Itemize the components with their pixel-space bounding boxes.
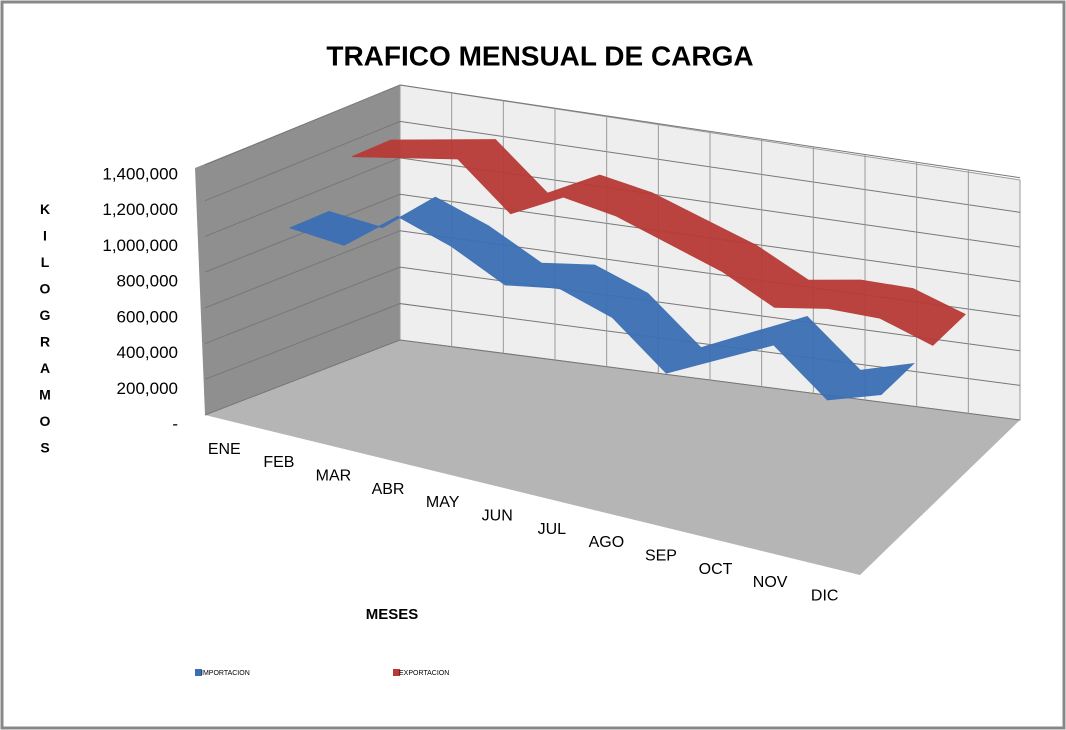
y-tick-label: - <box>172 414 178 433</box>
x-tick-label: AGO <box>589 534 625 551</box>
floor <box>205 340 1020 575</box>
y-tick-label: 600,000 <box>117 307 178 326</box>
legend-label: EXPORTACION <box>399 670 449 677</box>
y-tick-label: 1,400,000 <box>102 164 178 183</box>
x-tick-label: MAY <box>426 494 460 511</box>
y-tick-label: 400,000 <box>117 343 178 362</box>
x-tick-label: JUN <box>482 508 513 525</box>
x-tick-label: SEP <box>645 548 677 565</box>
x-tick-label: NOV <box>753 574 788 591</box>
y-tick-label: 1,000,000 <box>102 236 178 255</box>
x-tick-label: MAR <box>316 468 352 485</box>
legend-swatch <box>393 669 400 676</box>
x-tick-label: FEB <box>263 454 294 471</box>
legend-swatch <box>195 669 202 676</box>
legend: IMPORTACION EXPORTACION <box>195 669 449 677</box>
chart-title: TRAFICO MENSUAL DE CARGA <box>326 40 753 71</box>
y-tick-label: 200,000 <box>117 379 178 398</box>
x-tick-label: JUL <box>538 521 567 538</box>
x-tick-label: DIC <box>811 588 839 605</box>
series-ribbon <box>288 196 915 401</box>
x-tick-label: OCT <box>699 561 733 578</box>
series-ribbon <box>352 139 966 346</box>
left-wall <box>195 85 400 415</box>
x-tick-label: ENE <box>208 441 241 458</box>
x-tick-label: ABR <box>372 481 405 498</box>
y-tick-label: 800,000 <box>117 272 178 291</box>
x-axis-label: MESES <box>366 606 419 623</box>
y-tick-label: 1,200,000 <box>102 200 178 219</box>
legend-label: IMPORTACION <box>201 670 250 677</box>
